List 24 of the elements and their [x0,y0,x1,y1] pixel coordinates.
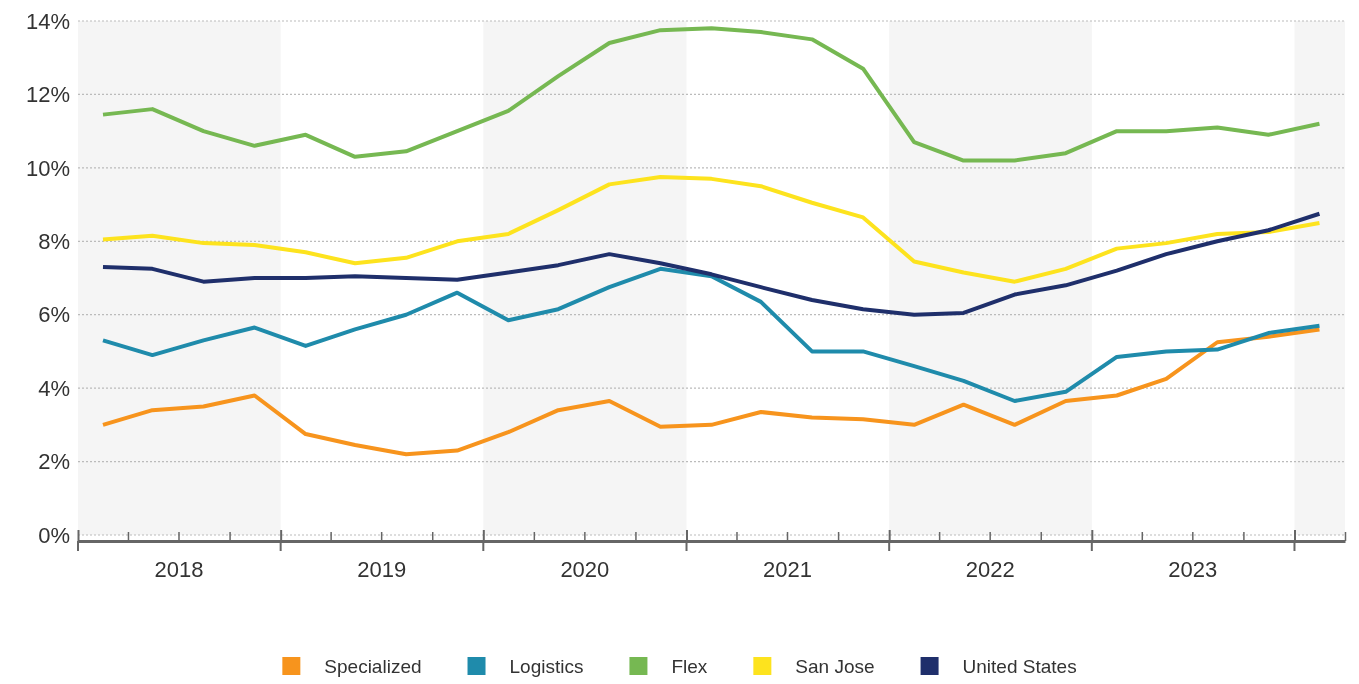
legend-label: Logistics [509,655,584,677]
x-tick-label: 2023 [1168,556,1218,582]
line-series [100,175,1322,284]
y-tick-label: 2% [38,449,70,475]
y-tick-label: 14% [25,8,70,34]
x-tick-label: 2019 [357,556,407,582]
legend-label: Specialized [324,655,422,677]
legend-label: United States [962,655,1077,677]
line-series [100,266,1322,403]
y-tick-label: 8% [38,228,70,254]
line-series [100,26,1322,163]
y-tick-label: 12% [25,82,70,108]
y-tick-label: 6% [38,302,70,328]
line-series [100,327,1322,457]
legend-label: San Jose [795,655,875,677]
x-tick-label: 2018 [154,556,204,582]
line-series [100,211,1322,317]
y-tick-label: 0% [38,522,70,548]
x-tick-label: 2021 [763,556,812,582]
legend-label: Flex [671,655,708,677]
y-tick-label: 10% [25,155,70,181]
y-tick-label: 4% [38,375,70,401]
x-tick-label: 2022 [965,556,1015,582]
x-tick-label: 2020 [560,556,610,582]
